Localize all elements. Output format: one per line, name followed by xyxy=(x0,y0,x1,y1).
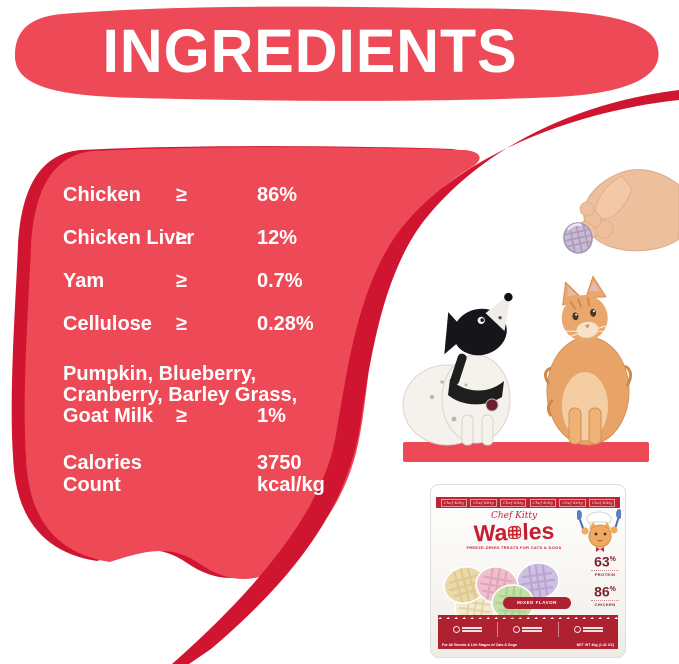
calories-label-1: Calories xyxy=(63,452,142,474)
ingredient-combo-row: Pumpkin, Blueberry, Cranberry, Barley Gr… xyxy=(63,364,343,427)
combo-line2: Cranberry, Barley Grass, xyxy=(63,384,298,406)
protein-badge-label: PROTEIN xyxy=(591,569,619,577)
brand-suffix: les xyxy=(521,517,555,545)
strip-label: Chef Kitty xyxy=(470,498,497,507)
ingredient-name: Chicken xyxy=(63,184,141,206)
calories-value: 3750 xyxy=(257,452,302,474)
strip-label: Chef Kitty xyxy=(499,498,527,507)
package-bottom-band: For All Breeds & Life Stages of Cats & D… xyxy=(438,615,618,649)
strip-label: Chef Kitty xyxy=(529,498,557,507)
pouch: Chef Kitty Chef Kitty Chef Kitty Chef Ki… xyxy=(430,484,626,658)
gte-symbol: ≥ xyxy=(176,227,187,249)
feature-item xyxy=(557,622,618,637)
calories-values: 3750 kcal/kg xyxy=(257,452,325,496)
ingredients-list: Chicken ≥ 86% Chicken Liver ≥ 12% Yam ≥ … xyxy=(63,184,343,496)
brand-prefix: Wa xyxy=(473,519,508,547)
combo-line3: Goat Milk ≥ 1% xyxy=(63,406,343,427)
flavor-pill: MIXED FLAVOR xyxy=(503,597,571,609)
feature-icon xyxy=(453,626,461,633)
strip-label: Chef Kitty xyxy=(559,498,586,507)
brand-strip: Chef Kitty Chef Kitty Chef Kitty Chef Ki… xyxy=(436,497,620,508)
gte-symbol: ≥ xyxy=(176,270,187,292)
combo-line1: Pumpkin, Blueberry, xyxy=(63,363,257,385)
treat-in-hand xyxy=(563,222,593,254)
ingredient-value: 0.28% xyxy=(257,313,314,335)
brand-tagline: FREEZE-DRIED TREATS FOR CATS & DOGS xyxy=(466,545,562,550)
chicken-badge-label: CHICKEN xyxy=(591,599,619,607)
ingredient-row: Chicken ≥ 86% xyxy=(63,184,343,206)
nutrition-badges: 63% PROTEIN 86% CHICKEN xyxy=(585,553,625,613)
page-title: INGREDIENTS xyxy=(102,17,518,85)
ingredient-row: Cellulose ≥ 0.28% xyxy=(63,313,343,335)
gte-symbol: ≥ xyxy=(176,405,187,427)
gte-symbol: ≥ xyxy=(176,313,187,335)
cat-photo xyxy=(544,275,632,446)
waffle-treats-image xyxy=(443,562,560,625)
calories-unit: kcal/kg xyxy=(257,474,325,496)
ingredient-row: Yam ≥ 0.7% xyxy=(63,270,343,292)
feature-item xyxy=(438,622,497,637)
cat-chef-mascot-icon xyxy=(577,509,621,552)
brand-script: Chef Kitty xyxy=(490,511,538,521)
ingredient-value: 0.7% xyxy=(257,270,303,292)
ingredient-name: Goat Milk xyxy=(63,405,154,427)
footer-net-weight: NET WT 40g (1.41 OZ) xyxy=(576,642,614,647)
ingredients-blob xyxy=(24,147,480,579)
brand-name: Wa les xyxy=(447,517,582,549)
feature-item xyxy=(497,622,557,637)
footer-breeds-text: For All Breeds & Life Stages of Cats & D… xyxy=(442,642,517,647)
product-package: Chef Kitty Chef Kitty Chef Kitty Chef Ki… xyxy=(428,482,628,662)
strip-label: Chef Kitty xyxy=(588,498,616,507)
feature-icon xyxy=(513,626,521,633)
title-banner-shape xyxy=(14,6,659,101)
ingredient-row: Chicken Liver ≥ 12% xyxy=(63,227,343,249)
ingredient-name: Yam xyxy=(63,270,105,292)
gte-symbol: ≥ xyxy=(176,184,187,206)
dog-photo xyxy=(402,292,513,446)
chicken-badge-value: 86% xyxy=(594,583,616,600)
ingredient-name: Cellulose xyxy=(63,313,152,335)
ingredient-value: 86% xyxy=(257,184,298,206)
ingredient-value: 12% xyxy=(257,227,298,249)
package-footer: For All Breeds & Life Stages of Cats & D… xyxy=(442,643,614,647)
feature-columns xyxy=(438,622,618,637)
ingredient-name: Chicken Liver xyxy=(63,227,195,249)
calories-row: Calories Count 3750 kcal/kg xyxy=(63,452,343,496)
shelf xyxy=(403,442,649,462)
strip-label: Chef Kitty xyxy=(440,498,468,507)
swoosh-curve xyxy=(172,90,679,664)
calories-label-2: Count xyxy=(63,474,121,496)
feature-icon xyxy=(573,626,581,633)
hand-photo xyxy=(563,169,679,254)
protein-badge-value: 63% xyxy=(594,553,616,570)
waffle-icon xyxy=(508,525,522,540)
ingredient-value: 1% xyxy=(257,405,286,427)
